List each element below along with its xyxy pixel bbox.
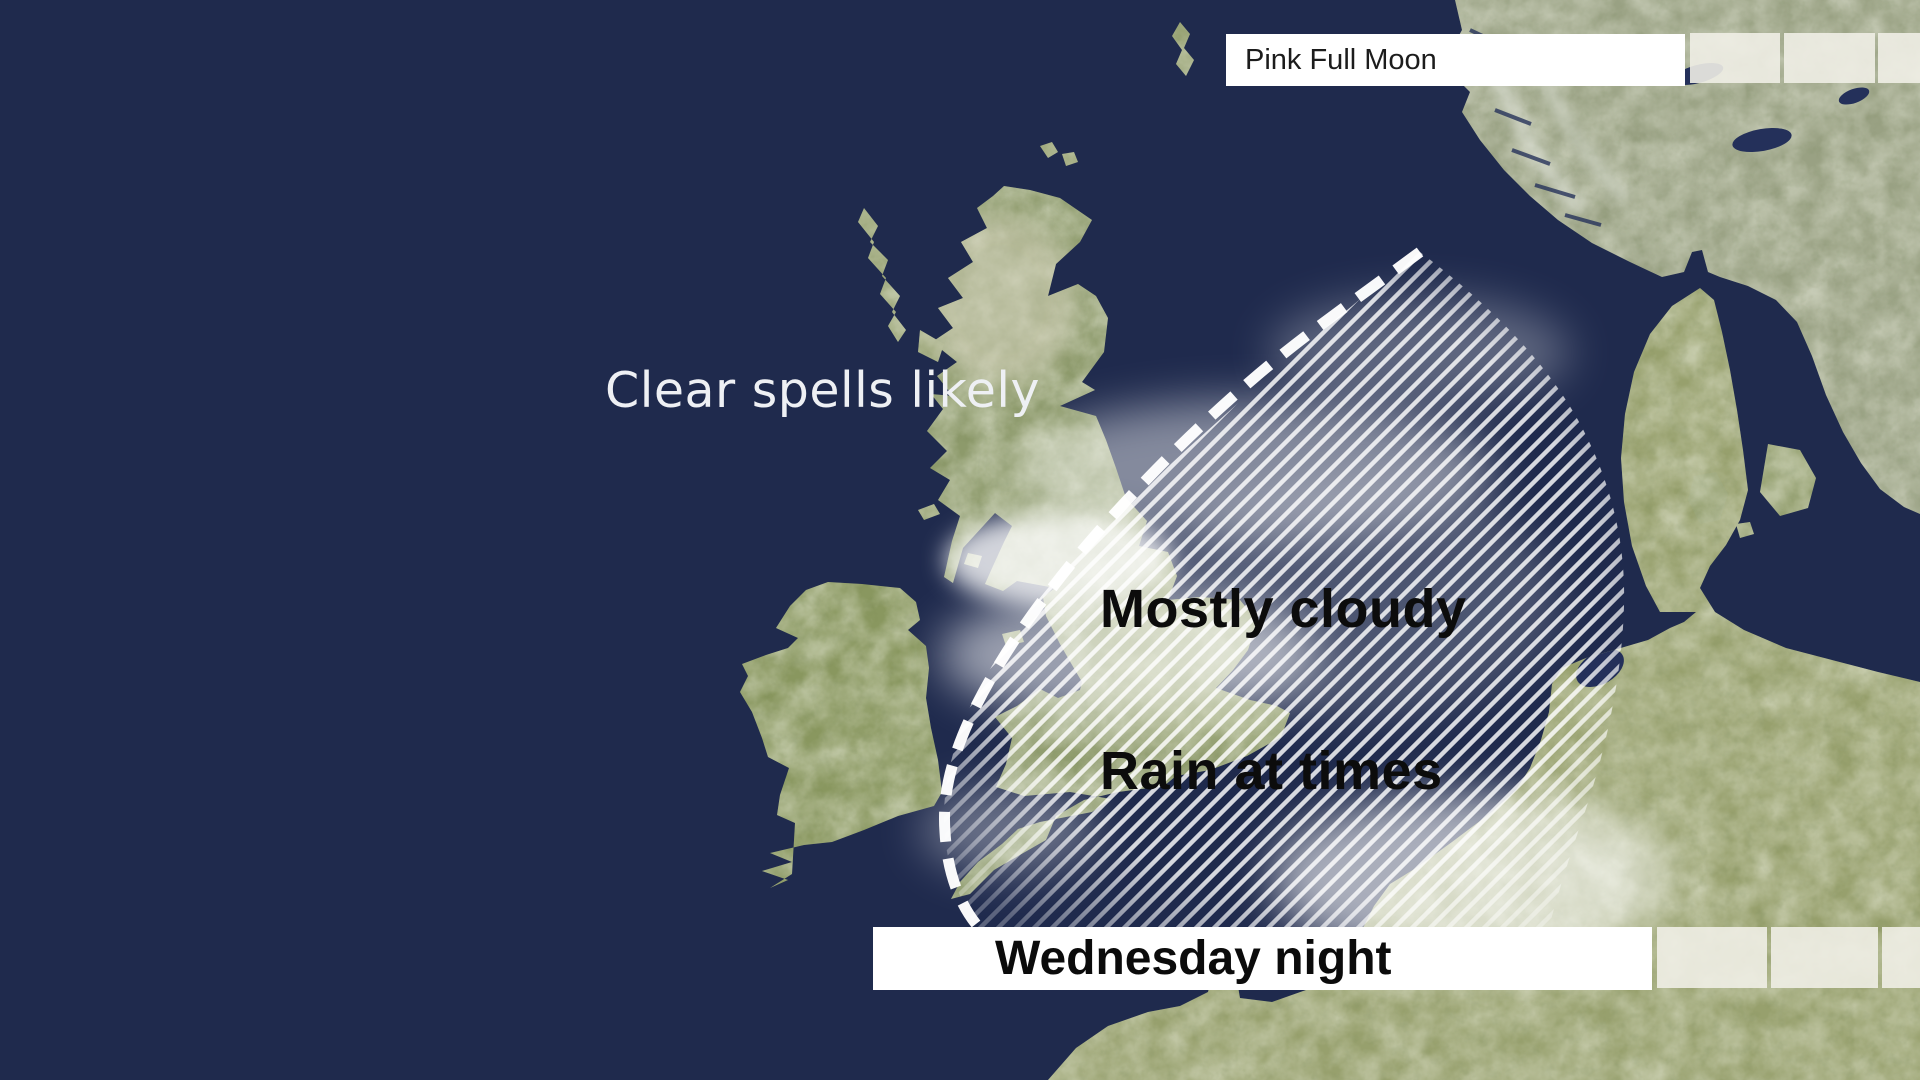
timeline-tile-2 xyxy=(1771,927,1878,988)
bright-cloud-patch xyxy=(945,512,1175,608)
timeline-tile-1 xyxy=(1657,927,1767,988)
header-tile-2 xyxy=(1784,33,1875,83)
annotation-mostly-cloudy: Mostly cloudy xyxy=(1100,579,1467,639)
event-title-text: Pink Full Moon xyxy=(1245,43,1437,76)
header-tile-1 xyxy=(1690,33,1780,83)
event-title-box: Pink Full Moon xyxy=(1226,34,1685,86)
timeline-label: Wednesday night xyxy=(995,932,1392,985)
header-tile-3 xyxy=(1878,33,1920,83)
timeline-banner: Wednesday night xyxy=(873,927,1652,990)
annotation-rain-at-times: Rain at times xyxy=(1100,741,1443,801)
front-dashed-line xyxy=(939,247,1424,928)
annotation-clear-spells: Clear spells likely xyxy=(605,362,1040,419)
timeline-tile-3 xyxy=(1882,927,1920,988)
